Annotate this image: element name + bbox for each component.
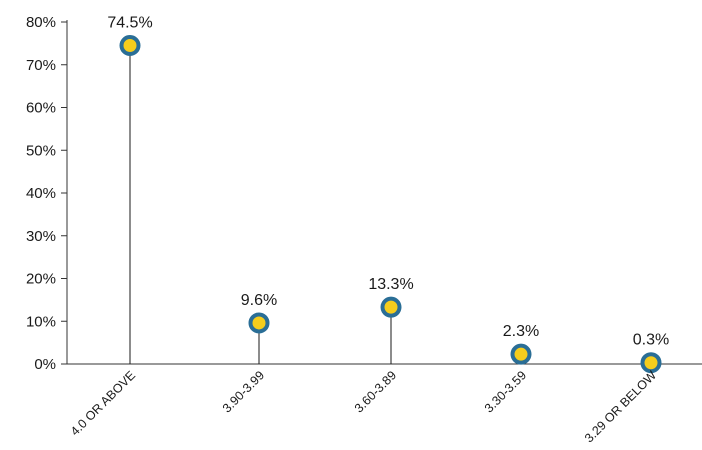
data-label: 2.3% (503, 323, 539, 340)
y-tick-label: 20% (26, 271, 56, 288)
category-labels: 4.0 OR ABOVE 3.90-3.99 3.60-3.89 3.30-3.59 3… (68, 368, 659, 445)
data-point-marker (119, 35, 141, 57)
category-label: 3.60-3.89 (352, 368, 399, 415)
y-tick-label: 80% (26, 14, 56, 31)
data-point-marker (380, 296, 402, 318)
data-label: 74.5% (107, 15, 152, 32)
y-tick-label: 10% (26, 313, 56, 330)
category-label: 3.30-3.59 (482, 368, 529, 415)
y-tick-label: 70% (26, 57, 56, 74)
y-tick-label: 30% (26, 228, 56, 245)
data-label: 0.3% (633, 332, 669, 349)
data-labels: 74.5% 9.6% 13.3% 2.3% 0.3% (107, 15, 669, 349)
data-points (119, 35, 662, 374)
y-tick-label: 0% (34, 356, 56, 373)
category-label: 3.90-3.99 (220, 368, 267, 415)
data-point-marker (640, 352, 662, 374)
category-label: 3.29 OR BELOW (582, 368, 659, 445)
y-tick-label: 50% (26, 142, 56, 159)
data-label: 13.3% (368, 276, 413, 293)
data-point-marker (248, 312, 270, 334)
y-axis: 0% 10% 20% 30% 40% 50% 60% 70% 80% (26, 14, 68, 373)
y-tick-label: 40% (26, 185, 56, 202)
data-point-marker (510, 343, 532, 365)
category-label: 4.0 OR ABOVE (68, 368, 138, 438)
data-label: 9.6% (241, 292, 277, 309)
y-tick-label: 60% (26, 100, 56, 117)
